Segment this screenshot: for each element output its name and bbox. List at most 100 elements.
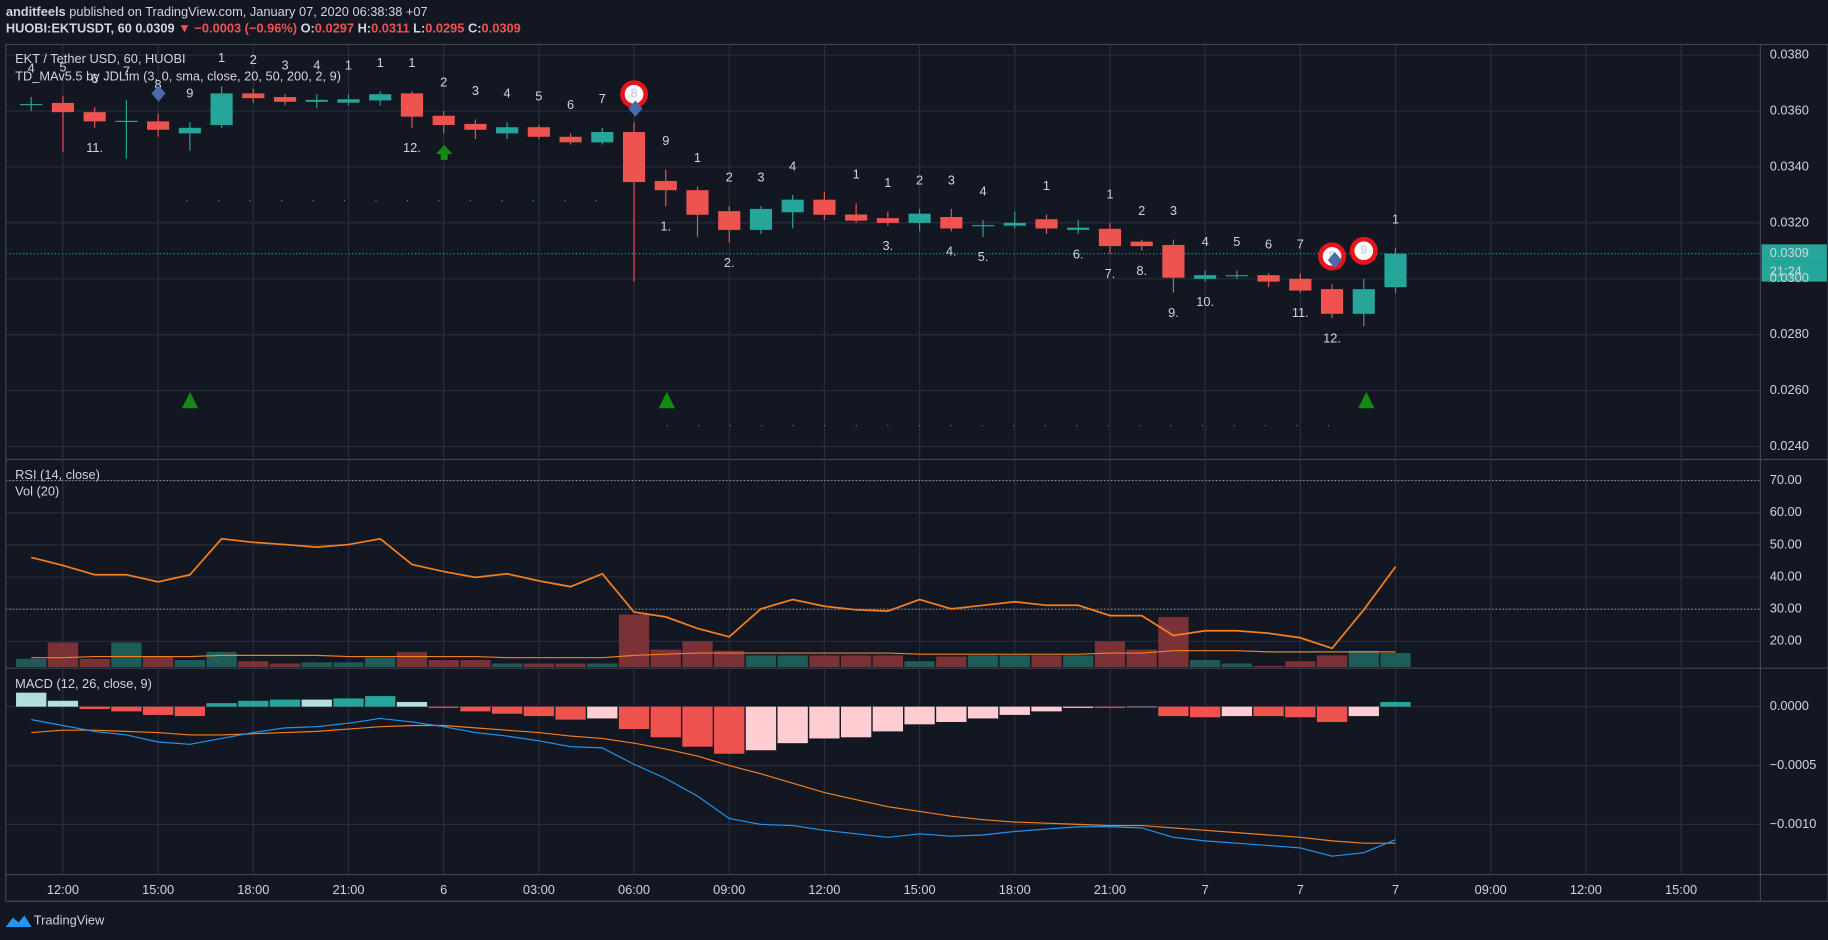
candle-body <box>1067 227 1090 230</box>
x-tick-label: 03:00 <box>523 882 555 897</box>
candle-body <box>527 127 550 137</box>
volume-bar <box>840 655 872 668</box>
macd-histogram <box>587 706 618 719</box>
y-tick-label: 40.00 <box>1770 568 1802 583</box>
candle-body <box>686 190 709 215</box>
setup-count: 5 <box>535 88 542 103</box>
setup-count: 1 <box>884 175 891 190</box>
macd-histogram <box>809 706 840 739</box>
macd-histogram <box>1031 706 1062 712</box>
macd-histogram <box>1063 706 1094 708</box>
x-tick-label: 7 <box>1297 882 1304 897</box>
signal-arrow <box>1358 391 1375 409</box>
countdown: 8. <box>1136 263 1147 278</box>
macd-histogram <box>47 700 79 707</box>
volume-bar <box>1380 653 1411 668</box>
volume-bar <box>79 658 110 668</box>
setup-count: 4 <box>1202 234 1209 249</box>
price-tag-label: 0.0309 <box>1770 245 1809 260</box>
c-value: 0.0309 <box>482 21 521 36</box>
setup-count: 2 <box>726 170 733 185</box>
x-tick-label: 21:00 <box>332 882 364 897</box>
y-tick-label: 60.00 <box>1770 504 1802 519</box>
logo <box>5 915 32 927</box>
volume-bar <box>428 660 459 668</box>
timer-tag <box>1761 262 1827 282</box>
setup-count: 8 <box>155 77 162 92</box>
volume-bar <box>904 661 935 668</box>
countdown: 11. <box>1292 305 1309 320</box>
macd-histogram <box>777 706 808 744</box>
macd-histogram <box>872 706 904 732</box>
candle-body <box>971 225 995 227</box>
countdown: 3. <box>883 238 894 253</box>
macd-histogram <box>1253 706 1284 717</box>
volume-bar <box>523 663 555 668</box>
last: 0.0309 <box>135 21 174 36</box>
macd-histogram <box>682 706 713 747</box>
x-tick-label: 6 <box>440 882 447 897</box>
volume-bar <box>967 655 999 668</box>
setup-count: 2 <box>916 172 923 187</box>
volume-bar <box>587 663 618 668</box>
setup-count: 9 <box>1360 242 1367 257</box>
countdown: 12. <box>1323 330 1341 345</box>
setup-count: 3 <box>472 83 479 98</box>
symbol-legend: EKT / Tether USD, 60, HUOBI <box>15 51 185 66</box>
x-tick-label: 09:00 <box>713 882 745 897</box>
candle-body <box>813 199 836 215</box>
countdown: 10. <box>1196 294 1214 309</box>
c-label: C: <box>468 21 482 36</box>
rsi-line <box>30 537 1397 650</box>
macd-legend: MACD (12, 26, close, 9) <box>15 676 152 691</box>
signal-arrow <box>658 391 676 409</box>
volume-bar <box>1031 655 1062 668</box>
volume-bar <box>1063 655 1094 668</box>
volume-bar <box>1094 641 1126 668</box>
volume-bar <box>777 655 808 668</box>
candle-body <box>242 93 265 99</box>
macd-histogram <box>618 706 650 730</box>
setup-count: 4 <box>504 86 511 101</box>
macd-histogram <box>269 699 301 707</box>
volume-bar <box>491 663 523 668</box>
macd-histogram <box>174 706 206 717</box>
volume-bar <box>745 655 777 668</box>
macd-histogram <box>1221 706 1253 717</box>
macd-line <box>31 717 1396 857</box>
setup-count: 4 <box>313 58 320 73</box>
candle-body <box>20 104 43 106</box>
setup-count: 1 <box>1106 186 1113 201</box>
candle-body <box>273 97 297 102</box>
macd-histogram <box>16 692 47 707</box>
setup-count: 4 <box>979 184 986 199</box>
candle-body <box>1289 278 1312 291</box>
macd-histogram <box>1285 706 1316 718</box>
signal-line <box>31 724 1396 844</box>
frame <box>5 43 1828 902</box>
x-tick-label: 12:00 <box>1570 882 1602 897</box>
setup-count: 3 <box>757 170 764 185</box>
candle-body <box>1130 241 1153 247</box>
candle-body <box>591 132 614 143</box>
price-tag <box>1761 244 1827 263</box>
macd-histogram <box>650 706 681 738</box>
setup-count: 7 <box>123 63 130 78</box>
setup-count: 2 <box>250 52 257 67</box>
countdown: 12. <box>403 140 421 155</box>
y-tick-label: 0.0300 <box>1770 270 1809 285</box>
x-tick-label: 15:00 <box>1665 882 1697 897</box>
candle-body <box>83 112 106 122</box>
candle-body <box>1098 228 1122 247</box>
macd-histogram <box>460 706 491 712</box>
y-tick-label: −0.0010 <box>1770 816 1817 831</box>
candle-body <box>147 121 170 130</box>
y-tick-label: 70.00 <box>1770 472 1802 487</box>
macd-histogram <box>523 706 555 717</box>
candle-body <box>654 180 677 191</box>
candle-body <box>1194 275 1217 279</box>
labels: 12:00 15:00 18:00 21:00 6 03:00 06:00 09:00 12:0… <box>28 46 1817 897</box>
y-tick-label: 0.0340 <box>1770 158 1809 173</box>
published: published on TradingView.com, January 07… <box>69 4 427 19</box>
